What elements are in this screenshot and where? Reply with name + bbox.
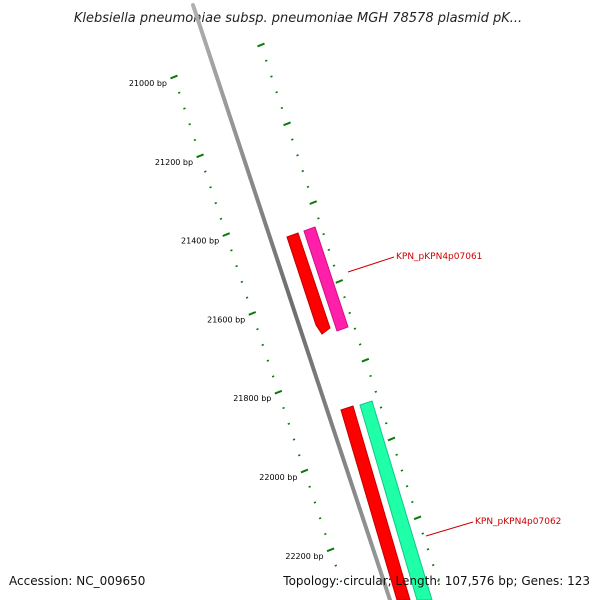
outer-major-tick xyxy=(283,121,291,127)
inner-minor-tick xyxy=(235,264,238,268)
outer-minor-tick xyxy=(296,154,299,157)
inner-major-tick xyxy=(170,74,178,80)
inner-minor-tick xyxy=(292,438,296,441)
inner-minor-tick xyxy=(256,328,259,331)
inner-minor-tick xyxy=(193,138,197,142)
outer-tick-ring xyxy=(257,42,440,582)
inner-minor-tick xyxy=(240,280,244,284)
outer-minor-tick xyxy=(437,579,440,582)
outer-minor-tick xyxy=(332,264,336,267)
inner-minor-tick xyxy=(177,91,181,94)
scale-label: 22200 bp xyxy=(285,552,323,561)
inner-minor-tick xyxy=(261,343,265,347)
outer-minor-tick xyxy=(426,548,430,551)
outer-minor-tick xyxy=(411,500,414,504)
inner-minor-tick xyxy=(266,359,270,362)
gene-label-1[interactable]: KPN_pKPN4p07061 xyxy=(396,252,482,262)
inner-minor-tick xyxy=(339,580,343,583)
outer-minor-tick xyxy=(400,469,404,472)
outer-minor-tick xyxy=(301,169,305,173)
inner-minor-tick xyxy=(183,107,186,110)
gene-block-red-1[interactable] xyxy=(286,232,331,335)
inner-major-tick xyxy=(274,389,283,395)
outer-minor-tick xyxy=(291,138,294,141)
outer-minor-tick xyxy=(306,185,310,188)
gene-1-leader xyxy=(347,256,395,273)
inner-minor-tick xyxy=(214,201,218,205)
map-title: Klebsiella pneumoniae subsp. pneumoniae … xyxy=(74,11,522,26)
inner-minor-tick xyxy=(188,123,191,126)
inner-minor-tick xyxy=(287,422,291,425)
outer-minor-tick xyxy=(317,217,320,220)
scale-label: 21000 bp xyxy=(129,79,167,88)
outer-minor-tick xyxy=(348,311,352,315)
outer-major-tick xyxy=(335,279,344,284)
outer-major-tick xyxy=(257,42,265,48)
outer-minor-tick xyxy=(369,374,372,378)
scale-label: 22000 bp xyxy=(259,473,297,482)
inner-minor-tick xyxy=(230,249,233,252)
outer-minor-tick xyxy=(322,232,325,236)
inner-minor-tick xyxy=(297,454,301,457)
scale-label: 21400 bp xyxy=(181,237,219,246)
inner-minor-tick xyxy=(209,186,212,189)
outer-minor-tick xyxy=(358,343,362,346)
gene-block-1[interactable] xyxy=(303,226,349,332)
gene-block-red-2[interactable] xyxy=(340,405,411,600)
plasmid-backbone xyxy=(191,3,392,600)
inner-minor-tick xyxy=(324,532,327,536)
outer-minor-tick xyxy=(327,248,331,252)
outer-minor-tick xyxy=(343,296,346,299)
inner-minor-tick xyxy=(282,406,285,410)
scale-labels: 21000 bp 21200 bp 21400 bp 21600 bp 21800 bp… xyxy=(129,79,324,561)
outer-minor-tick xyxy=(405,485,409,488)
inner-minor-tick xyxy=(318,517,322,520)
outer-minor-tick xyxy=(280,106,284,110)
inner-major-tick xyxy=(300,468,309,474)
inner-minor-tick xyxy=(245,296,249,299)
outer-minor-tick xyxy=(431,563,435,567)
inner-minor-tick xyxy=(271,375,275,378)
accession-text: Accession: NC_009650 xyxy=(9,574,146,588)
inner-major-tick xyxy=(222,232,231,237)
outer-minor-tick xyxy=(275,91,278,94)
scale-label: 21200 bp xyxy=(155,158,193,167)
outer-major-tick xyxy=(387,436,396,442)
gene-block-2[interactable] xyxy=(359,400,433,600)
inner-minor-tick xyxy=(308,485,311,488)
inner-minor-tick xyxy=(313,501,317,504)
outer-major-tick xyxy=(413,515,422,521)
outer-minor-tick xyxy=(270,75,273,78)
outer-minor-tick xyxy=(384,422,388,425)
outer-minor-tick xyxy=(421,532,425,535)
outer-major-tick xyxy=(361,357,370,363)
scale-label: 21800 bp xyxy=(233,394,271,403)
inner-minor-tick xyxy=(204,170,207,173)
outer-minor-tick xyxy=(353,327,357,330)
gene-label-2[interactable]: KPN_pKPN4p07062 xyxy=(475,517,561,527)
scale-label: 21600 bp xyxy=(207,315,245,324)
outer-minor-tick xyxy=(395,453,398,456)
inner-minor-tick xyxy=(219,217,223,220)
outer-minor-tick xyxy=(379,406,383,409)
inner-minor-tick xyxy=(334,564,338,567)
inner-major-tick xyxy=(248,311,257,316)
inner-major-tick xyxy=(196,153,204,159)
inner-major-tick xyxy=(326,547,335,553)
outer-major-tick xyxy=(309,200,318,205)
genome-summary-text: Topology: circular; Length: 107,576 bp; … xyxy=(283,574,590,588)
outer-minor-tick xyxy=(374,390,378,393)
inner-tick-ring xyxy=(170,74,343,583)
outer-minor-tick xyxy=(264,59,268,62)
gene-2-leader xyxy=(425,521,474,537)
